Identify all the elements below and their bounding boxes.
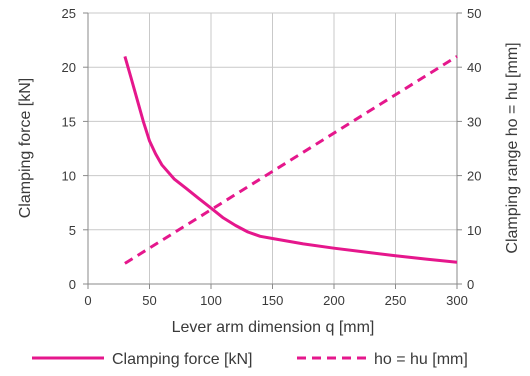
x-tick-label: 100 xyxy=(200,293,222,308)
left-tick-label: 10 xyxy=(62,169,76,184)
legend-label-ho-hu: ho = hu [mm] xyxy=(374,351,468,368)
x-axis-ticks: 0 50 100 150 200 250 300 xyxy=(84,284,468,308)
series-line-clamping-force xyxy=(123,55,458,264)
x-tick-label: 300 xyxy=(446,293,468,308)
grid xyxy=(88,12,457,284)
x-tick-label: 200 xyxy=(323,293,345,308)
left-tick-label: 25 xyxy=(62,6,76,21)
x-axis-title: Lever arm dimension q [mm] xyxy=(172,319,375,336)
right-tick-label: 20 xyxy=(467,169,481,184)
left-axis-ticks: 0 5 10 15 20 25 xyxy=(62,6,88,292)
left-tick-label: 0 xyxy=(69,277,76,292)
right-tick-label: 40 xyxy=(467,60,481,75)
right-axis-ticks: 0 10 20 30 40 50 xyxy=(457,6,481,292)
legend: Clamping force [kN] ho = hu [mm] xyxy=(32,351,468,368)
right-tick-label: 10 xyxy=(467,223,481,238)
series-line-ho-hu xyxy=(124,55,458,265)
x-tick-label: 50 xyxy=(142,293,156,308)
left-tick-label: 20 xyxy=(62,60,76,75)
right-axis-title: Clamping range ho = hu [mm] xyxy=(504,42,521,253)
x-tick-label: 150 xyxy=(262,293,284,308)
right-tick-label: 30 xyxy=(467,114,481,129)
x-tick-label: 0 xyxy=(84,293,91,308)
x-tick-label: 250 xyxy=(385,293,407,308)
series-group xyxy=(123,55,458,265)
left-tick-label: 5 xyxy=(69,223,76,238)
left-axis-title: Clamping force [kN] xyxy=(17,78,34,219)
right-tick-label: 0 xyxy=(467,277,474,292)
right-tick-label: 50 xyxy=(467,6,481,21)
left-tick-label: 15 xyxy=(62,114,76,129)
legend-label-clamping-force: Clamping force [kN] xyxy=(112,351,253,368)
